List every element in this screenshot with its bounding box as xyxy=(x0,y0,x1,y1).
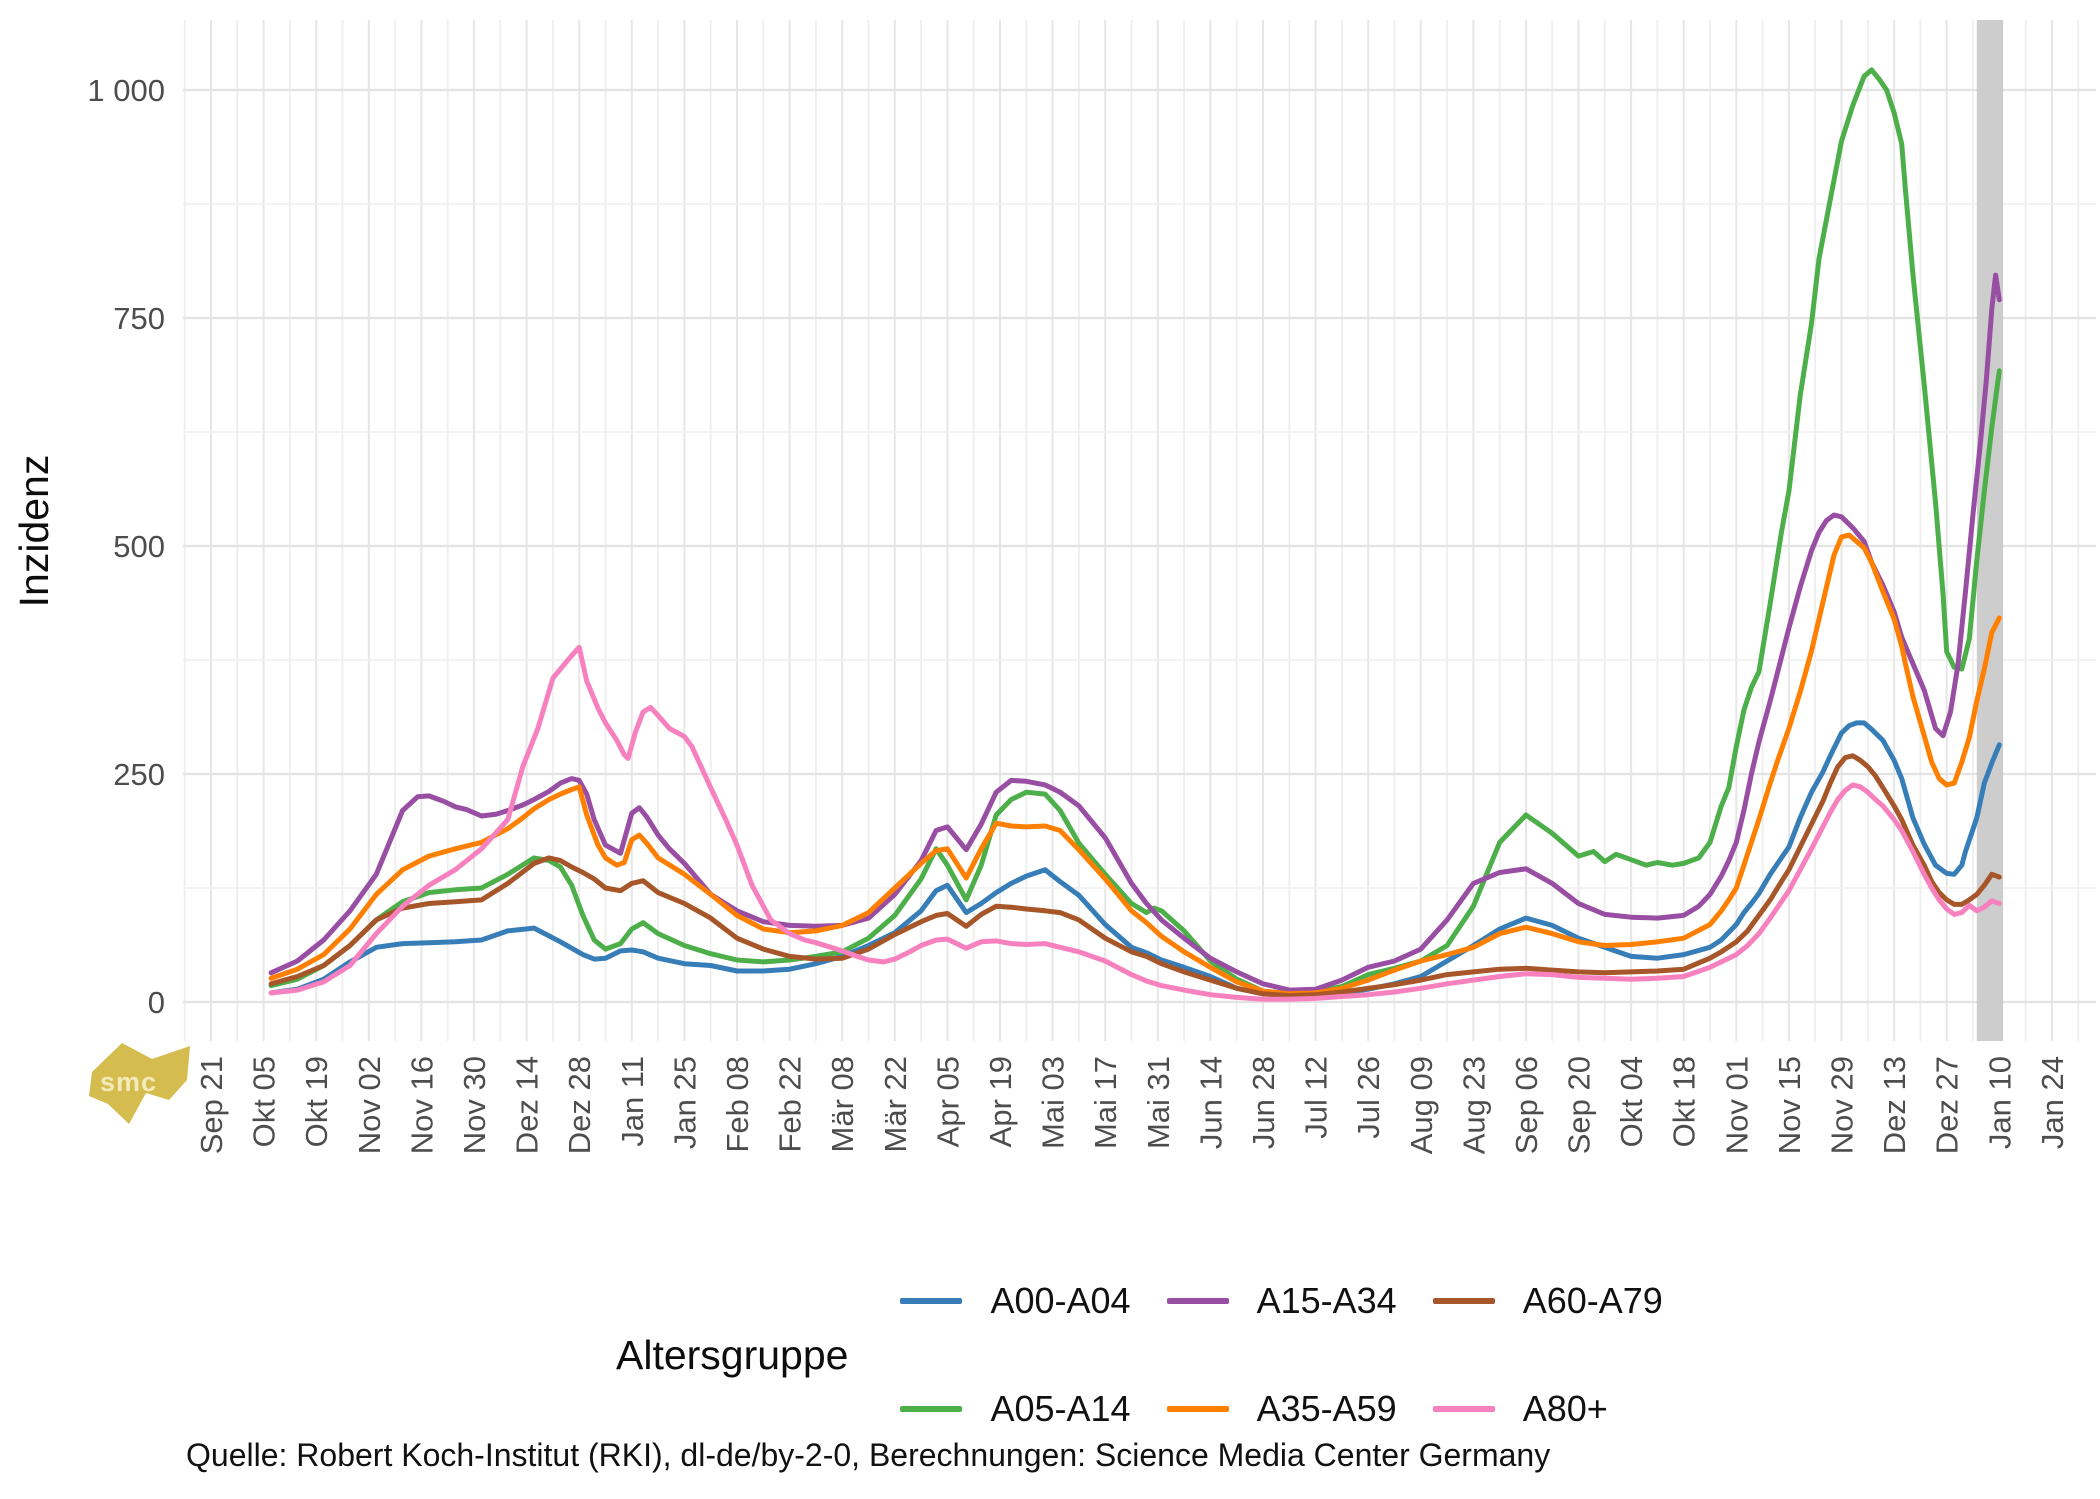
legend-item-A05-A14: A05-A14 xyxy=(900,1382,1131,1436)
y-tick-label: 750 xyxy=(113,301,165,336)
x-tick-label: Nov 02 xyxy=(352,1056,387,1154)
smc-logo-shape xyxy=(89,1043,190,1124)
x-tick-label: Nov 01 xyxy=(1719,1056,1754,1154)
legend-swatch-A15-A34 xyxy=(1166,1298,1229,1304)
x-tick-label: Feb 08 xyxy=(720,1056,755,1153)
x-tick-label: Mär 08 xyxy=(825,1056,860,1152)
legend-label: A35-A59 xyxy=(1256,1388,1397,1429)
y-tick-label: 500 xyxy=(113,529,165,564)
series-line-A60-A79 xyxy=(268,753,2002,999)
x-tick-label: Jan 10 xyxy=(1982,1056,2017,1149)
source-caption: Quelle: Robert Koch-Institut (RKI), dl-d… xyxy=(186,1437,1551,1473)
x-tick-label: Nov 16 xyxy=(404,1056,439,1154)
x-tick-label: Mai 03 xyxy=(1036,1056,1071,1149)
legend-swatch-A05-A14 xyxy=(900,1406,963,1412)
x-tick-label: Feb 22 xyxy=(773,1056,808,1153)
legend-label: A15-A34 xyxy=(1256,1280,1397,1321)
x-tick-label: Sep 06 xyxy=(1509,1056,1544,1154)
x-tick-label: Jan 24 xyxy=(2035,1056,2070,1149)
x-tick-label: Aug 23 xyxy=(1456,1056,1491,1154)
x-tick-label: Jun 28 xyxy=(1246,1056,1281,1149)
x-tick-label: Okt 05 xyxy=(247,1056,282,1147)
legend-item-A00-A04: A00-A04 xyxy=(900,1274,1131,1328)
x-tick-label: Dez 14 xyxy=(510,1056,545,1154)
legend-label: A00-A04 xyxy=(990,1280,1131,1321)
x-tick-label: Apr 19 xyxy=(983,1056,1018,1147)
y-tick-label: 250 xyxy=(113,757,165,792)
legend-label: A80+ xyxy=(1522,1388,1608,1429)
legend-item-A35-A59: A35-A59 xyxy=(1166,1382,1397,1436)
x-tick-label: Okt 19 xyxy=(299,1056,334,1147)
legend-items: A00-A04 A05-A14 A15-A34 A35-A59 A60-A79 A80+ xyxy=(900,1274,1663,1436)
legend-swatch-A35-A59 xyxy=(1166,1406,1229,1412)
x-tick-label: Mai 17 xyxy=(1088,1056,1123,1149)
x-tick-label: Okt 04 xyxy=(1614,1056,1649,1147)
x-tick-label: Nov 29 xyxy=(1825,1056,1860,1154)
x-tick-label: Dez 13 xyxy=(1877,1056,1912,1154)
x-tick-label: Jun 14 xyxy=(1193,1056,1228,1149)
x-tick-label: Aug 09 xyxy=(1404,1056,1439,1154)
legend-item-A15-A34: A15-A34 xyxy=(1166,1274,1397,1328)
x-tick-label: Mär 22 xyxy=(878,1056,913,1152)
smc-logo: smc xyxy=(89,1043,190,1124)
series-line-A05-A14 xyxy=(268,67,2002,997)
legend-item-A80+: A80+ xyxy=(1432,1382,1663,1436)
legend-swatch-A80+ xyxy=(1432,1406,1495,1412)
legend-swatch-A60-A79 xyxy=(1432,1298,1495,1304)
x-tick-label: Sep 21 xyxy=(194,1056,229,1154)
series-line-A15-A34 xyxy=(268,272,2002,993)
y-tick-label: 1 000 xyxy=(87,73,165,108)
x-tick-label: Jan 11 xyxy=(615,1056,650,1147)
x-tick-label: Nov 30 xyxy=(457,1056,492,1154)
x-tick-label: Dez 28 xyxy=(562,1056,597,1154)
series-line-A80+ xyxy=(268,644,2002,1002)
incidence-line-chart: Sep 21 Okt 05 Okt 19 Nov 02 Nov 16 Nov 30 Dez … xyxy=(11,20,2096,1154)
x-tick-label: Jul 12 xyxy=(1299,1056,1334,1139)
legend-title: Altersgruppe xyxy=(616,1331,849,1378)
x-tick-label: Sep 20 xyxy=(1562,1056,1597,1154)
x-tick-label: Apr 05 xyxy=(930,1056,965,1147)
series-line-A35-A59 xyxy=(268,532,2002,997)
x-tick-label: Jan 25 xyxy=(667,1056,702,1149)
x-tick-label: Dez 27 xyxy=(1930,1056,1965,1154)
y-axis-title: Inzidenz xyxy=(11,455,57,608)
x-tick-label: Nov 15 xyxy=(1772,1056,1807,1154)
legend-item-A60-A79: A60-A79 xyxy=(1432,1274,1663,1328)
x-tick-label: Okt 18 xyxy=(1667,1056,1702,1147)
x-tick-label: Jul 26 xyxy=(1351,1056,1386,1139)
smc-logo-text: smc xyxy=(100,1067,157,1097)
y-tick-label: 0 xyxy=(148,985,165,1020)
legend-label: A05-A14 xyxy=(990,1388,1131,1429)
legend-swatch-A00-A04 xyxy=(900,1298,963,1304)
legend: Altersgruppe A00-A04 A05-A14 A15-A34 A35-A5… xyxy=(616,1272,1663,1438)
x-tick-label: Mai 31 xyxy=(1141,1056,1176,1149)
legend-label: A60-A79 xyxy=(1522,1280,1663,1321)
